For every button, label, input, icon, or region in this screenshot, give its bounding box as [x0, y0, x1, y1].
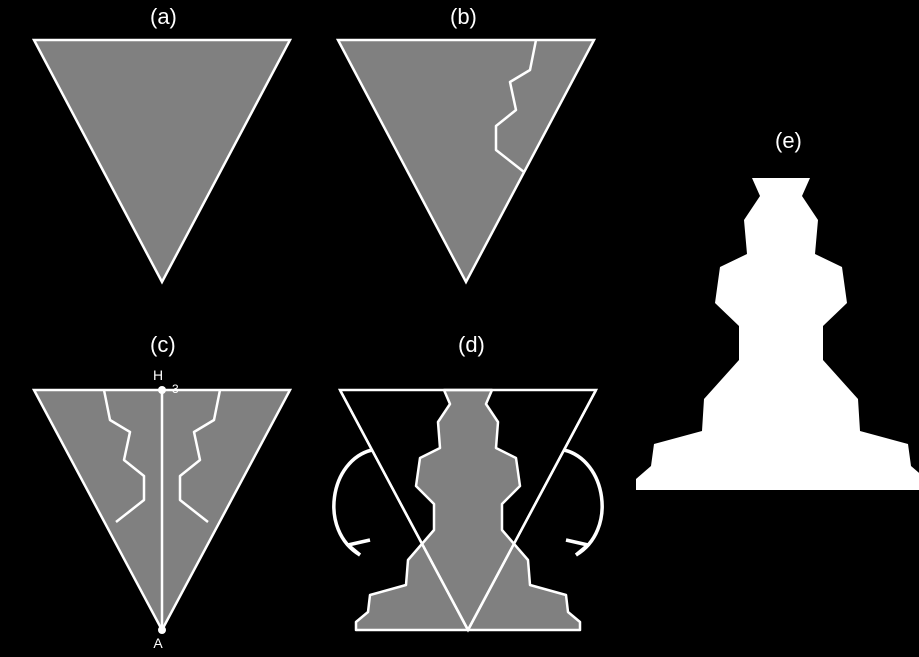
panel-b-label: (b) — [450, 4, 477, 29]
panel-d-pawn-shape — [356, 390, 580, 630]
panel-c-point-bottom — [158, 626, 166, 634]
panel-e-label: (e) — [775, 128, 802, 153]
panel-c-label-3: 3 — [172, 382, 179, 396]
panel-d-arrow-left-head — [348, 540, 370, 555]
panel-d-label: (d) — [458, 332, 485, 357]
figure-canvas: (a) (b) (c) H3 A (d) (e) — [0, 0, 919, 657]
panel-c-label: (c) — [150, 332, 176, 357]
panel-b-triangle — [338, 40, 594, 282]
panel-a-label: (a) — [150, 4, 177, 29]
panel-a-triangle — [34, 40, 290, 282]
panel-e-pawn-shape — [636, 178, 919, 490]
panel-c-label-A: A — [153, 635, 163, 651]
panel-c-point-top — [158, 386, 166, 394]
panel-c-label-H: H — [153, 367, 163, 383]
panel-d-arrow-right-head — [566, 540, 588, 555]
